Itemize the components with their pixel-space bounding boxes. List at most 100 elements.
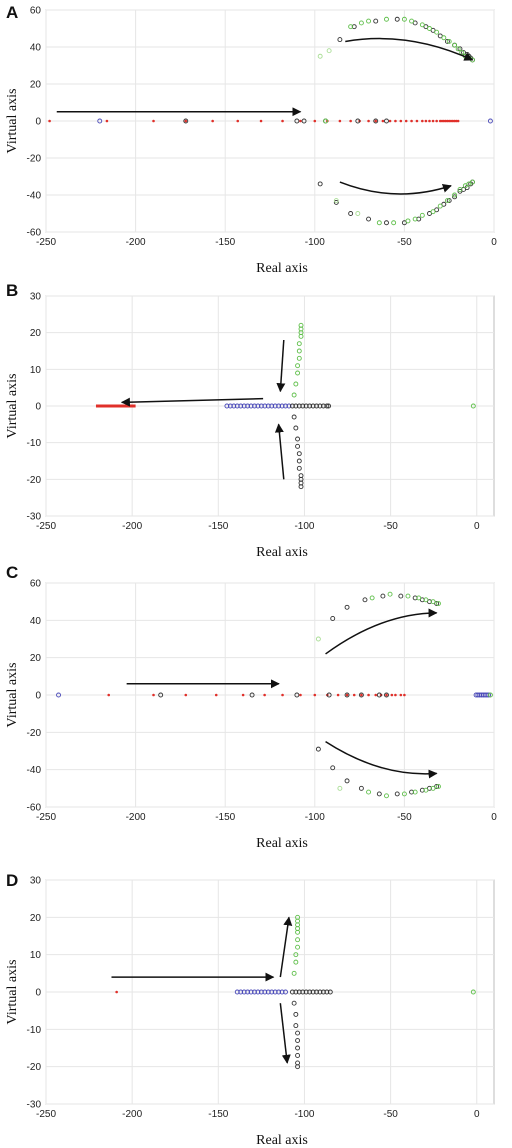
pole-point	[412, 789, 418, 795]
pole-point	[470, 403, 476, 409]
pole-point	[293, 952, 299, 958]
pole-point	[381, 119, 385, 123]
pole-point	[423, 787, 429, 793]
pole-point	[236, 119, 240, 123]
pole-point	[238, 989, 244, 995]
pole-point	[283, 989, 288, 995]
pole-point	[384, 793, 389, 799]
pole-point	[394, 791, 400, 797]
y-tick-label: -30	[27, 1100, 42, 1111]
pole-point	[262, 403, 268, 409]
pole-point	[326, 403, 332, 409]
pole-point	[296, 341, 302, 347]
pole-point	[291, 414, 297, 420]
x-tick-label: -200	[122, 521, 142, 532]
y-tick-label: 0	[35, 691, 41, 702]
pole-point	[258, 403, 264, 409]
trajectory-arrow	[120, 397, 264, 407]
pole-point	[245, 989, 251, 995]
x-tick-label: 0	[474, 521, 480, 532]
pole-point	[295, 363, 301, 369]
pole-point	[390, 693, 394, 697]
y-tick-label: -20	[27, 475, 42, 486]
pole-point	[470, 989, 476, 995]
trajectory-arrow	[279, 1003, 291, 1064]
pole-point	[295, 1045, 301, 1051]
pole-point	[336, 693, 340, 697]
trajectory-arrow	[276, 339, 286, 393]
pole-point	[249, 692, 255, 698]
pole-point	[434, 29, 440, 35]
pole-point	[326, 692, 332, 698]
pole-point	[281, 119, 284, 123]
pole-point	[294, 692, 300, 698]
pole-point	[446, 39, 452, 44]
pole-point	[326, 48, 332, 54]
pole-point	[373, 118, 379, 124]
pole-point	[293, 425, 299, 431]
pole-point	[296, 348, 302, 354]
pole-point	[252, 989, 257, 995]
pole-point	[184, 693, 188, 697]
pole-point	[405, 218, 411, 224]
pole-point	[97, 118, 103, 124]
pole-point	[360, 693, 363, 697]
pole-point	[415, 119, 419, 123]
pole-point	[428, 119, 431, 123]
pole-point	[373, 18, 379, 24]
pole-point	[416, 595, 422, 601]
y-tick-label: -10	[27, 1025, 42, 1036]
chart-panel-b: -250 -200 -150 -100 -50 0-30-20-100102030BRea…	[5, 281, 495, 560]
y-tick-label: 60	[30, 579, 42, 590]
x-tick-label: -150	[208, 521, 228, 532]
chart-panel-a: -250 -200 -150 -100 -50 0-60-40-200204060ARea…	[5, 3, 497, 276]
x-tick-label: -100	[305, 812, 325, 823]
pole-point	[452, 42, 458, 48]
pole-point	[295, 436, 301, 442]
pole-point	[344, 604, 350, 610]
pole-point	[293, 1023, 299, 1029]
pole-point	[279, 403, 285, 409]
pole-point	[272, 989, 278, 995]
x-axis-title: Real axis	[256, 545, 308, 560]
pole-point	[327, 989, 333, 995]
y-axis-title: Virtual axis	[5, 663, 20, 728]
pole-point	[330, 765, 336, 771]
pole-point	[376, 692, 382, 698]
x-tick-label: -100	[294, 521, 314, 532]
pole-point	[184, 119, 188, 123]
pole-point	[337, 785, 343, 791]
pole-point	[281, 693, 284, 697]
pole-point	[374, 119, 378, 123]
pole-point	[355, 211, 361, 216]
pole-point	[289, 989, 295, 995]
y-tick-label: 10	[30, 950, 42, 961]
pole-point	[384, 118, 389, 124]
pole-point	[444, 198, 450, 204]
trajectory-arrow	[345, 37, 474, 61]
pole-point	[444, 39, 450, 44]
pole-point	[303, 989, 309, 995]
pole-point	[384, 16, 389, 22]
pole-point	[293, 1011, 299, 1017]
pole-point	[105, 119, 109, 123]
pole-point	[279, 989, 285, 995]
series-blue	[56, 692, 492, 698]
y-axis-title: Virtual axis	[5, 374, 20, 439]
pole-point	[345, 693, 349, 697]
pole-point	[314, 989, 319, 995]
pole-point	[241, 693, 245, 697]
panel-label: D	[6, 871, 18, 890]
pole-point	[447, 119, 451, 123]
series-black	[289, 403, 332, 490]
pole-point	[444, 119, 447, 123]
y-tick-label: -60	[27, 228, 42, 239]
pole-point	[299, 693, 302, 697]
y-tick-label: 0	[35, 988, 41, 999]
pole-point	[421, 119, 424, 123]
pole-point	[487, 118, 493, 124]
pole-point	[152, 119, 155, 123]
pole-point	[394, 16, 400, 22]
pole-point	[317, 181, 323, 187]
pole-point	[295, 443, 301, 449]
